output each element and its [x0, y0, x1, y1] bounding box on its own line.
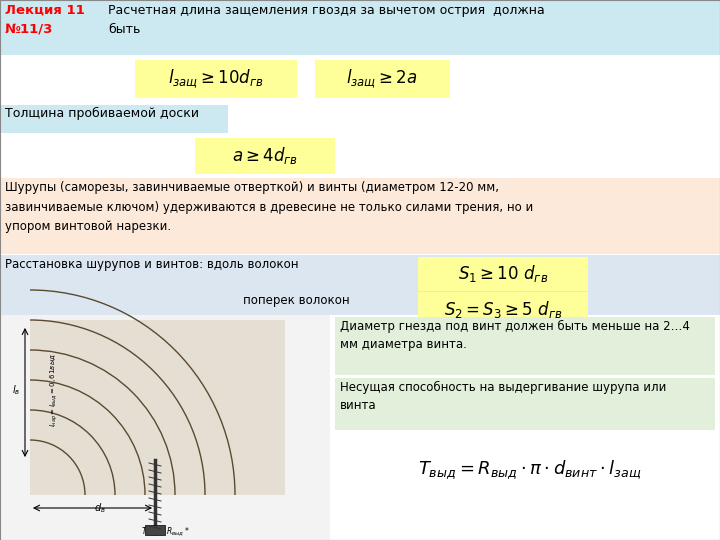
FancyBboxPatch shape — [0, 315, 330, 540]
FancyBboxPatch shape — [195, 138, 335, 174]
FancyBboxPatch shape — [0, 178, 720, 254]
FancyBboxPatch shape — [30, 320, 285, 495]
FancyBboxPatch shape — [418, 292, 588, 326]
Text: Диаметр гнезда под винт должен быть меньше на 2…4
мм диаметра винта.: Диаметр гнезда под винт должен быть мень… — [340, 320, 690, 351]
FancyBboxPatch shape — [335, 317, 715, 375]
FancyBboxPatch shape — [315, 60, 450, 98]
Text: $S_2=S_3\geq5\ d_{гв}$: $S_2=S_3\geq5\ d_{гв}$ — [444, 299, 562, 320]
FancyBboxPatch shape — [135, 60, 297, 98]
Text: $l_{зaщ}\geq10d_{гв}$: $l_{зaщ}\geq10d_{гв}$ — [168, 68, 264, 90]
Bar — [145, 525, 165, 535]
Text: Несущая способность на выдергивание шурупа или
винта: Несущая способность на выдергивание шуру… — [340, 381, 667, 412]
Text: $a\geq4d_{гв}$: $a\geq4d_{гв}$ — [232, 145, 298, 166]
Text: $S_1\geq10\ d_{гв}$: $S_1\geq10\ d_{гв}$ — [458, 264, 548, 285]
FancyBboxPatch shape — [0, 0, 100, 55]
Text: $l_{зaщ}\geq2a$: $l_{зaщ}\geq2a$ — [346, 68, 418, 90]
Text: $l_в$: $l_в$ — [12, 383, 20, 397]
Text: $l_{нар}=l_{выд}=0,61выд$: $l_{нар}=l_{выд}=0,61выд$ — [48, 353, 60, 427]
Text: Расстановка шурупов и винтов: вдоль волокон: Расстановка шурупов и винтов: вдоль воло… — [5, 258, 299, 271]
Text: поперек волокон: поперек волокон — [243, 294, 350, 307]
FancyBboxPatch shape — [335, 378, 715, 430]
Text: Расчетная длина защемления гвоздя за вычетом острия  должна
быть: Расчетная длина защемления гвоздя за выч… — [108, 4, 545, 36]
Text: Лекция 11
№11/3: Лекция 11 №11/3 — [5, 4, 85, 36]
Text: Толщина пробиваемой доски: Толщина пробиваемой доски — [5, 107, 199, 120]
FancyBboxPatch shape — [0, 255, 720, 315]
FancyBboxPatch shape — [0, 105, 228, 133]
Text: Шурупы (саморезы, завинчиваемые отверткой) и винты (диаметром 12-20 мм,
завинчив: Шурупы (саморезы, завинчиваемые отвертко… — [5, 181, 534, 233]
Text: $T_{выд} = R_{выд} \cdot \pi \cdot d_{винт} \cdot l_{защ}$: $T_{выд} = R_{выд} \cdot \pi \cdot d_{ви… — [418, 458, 642, 481]
Text: $d_в$: $d_в$ — [94, 501, 106, 515]
FancyBboxPatch shape — [418, 257, 588, 291]
Text: $Т_{выд}=R_{выд}*$: $Т_{выд}=R_{выд}*$ — [140, 526, 189, 538]
FancyBboxPatch shape — [100, 0, 720, 55]
